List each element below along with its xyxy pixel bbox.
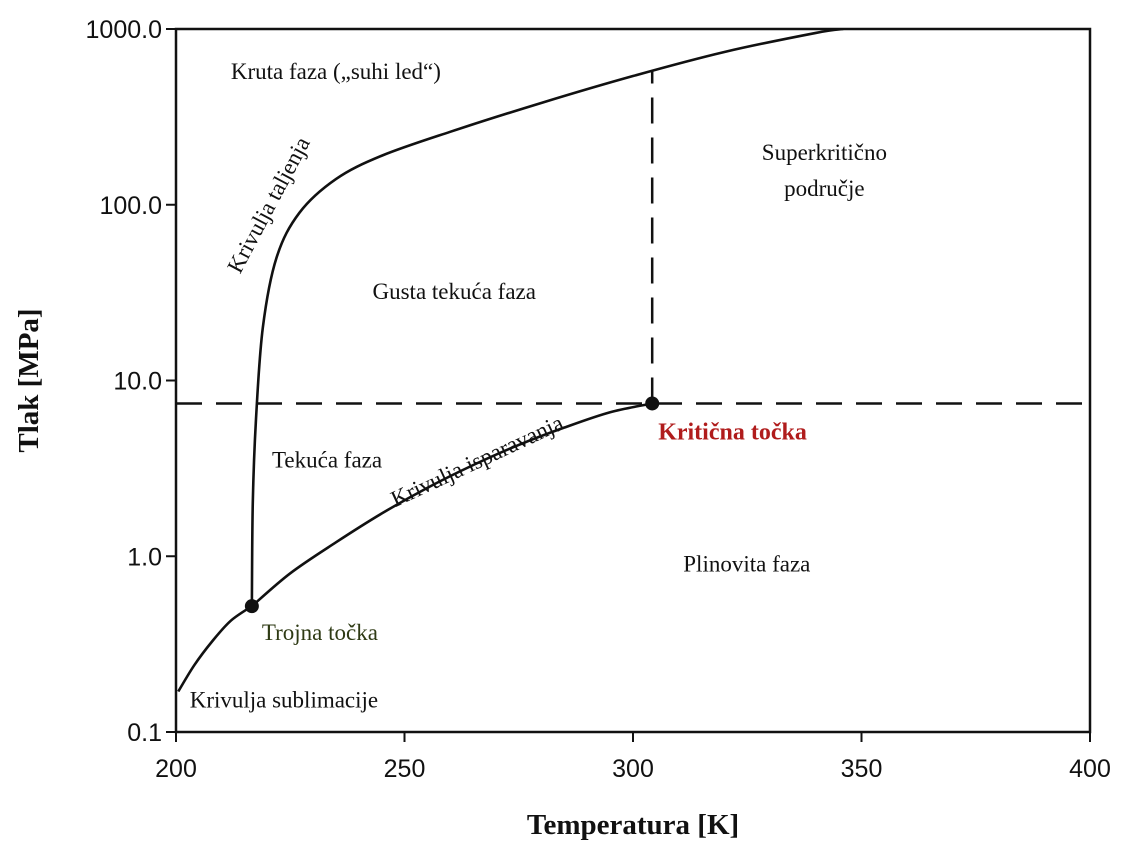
krivulja-sublimacije-line [177, 605, 253, 693]
krivulja-isparavanja-line [251, 402, 653, 608]
krivulja-taljenja-line [250, 29, 844, 607]
region-label: Plinovita faza [683, 551, 810, 576]
y-tick-label: 100.0 [99, 192, 162, 220]
x-tick-label: 400 [1069, 755, 1111, 783]
x-axis-title: Temperatura [K] [527, 809, 739, 841]
critical-point-marker [645, 396, 660, 411]
y-tick-label: 1.0 [127, 543, 162, 571]
y-axis-title: Tlak [MPa] [13, 308, 45, 452]
region-label: Superkritično [762, 140, 887, 165]
region-label: područje [784, 176, 864, 201]
region-label: Tekuća faza [272, 447, 382, 472]
x-tick-label: 250 [384, 755, 426, 783]
y-tick-label: 10.0 [113, 368, 162, 396]
region-label: Krivulja sublimacije [190, 687, 378, 712]
region-label: Gusta tekuća faza [373, 279, 536, 304]
triple-point-marker [244, 599, 259, 614]
x-tick-label: 350 [841, 755, 883, 783]
curve-label: Krivulja isparavanja [387, 410, 567, 512]
x-tick-label: 200 [155, 755, 197, 783]
x-tick-label: 300 [612, 755, 654, 783]
critical-point-label: Kritična točka [658, 419, 807, 445]
y-tick-label: 1000.0 [86, 16, 162, 44]
y-tick-label: 0.1 [127, 719, 162, 747]
region-label: Kruta faza („suhi led“) [231, 59, 441, 84]
triple-point-label: Trojna točka [262, 620, 378, 645]
curve-label: Krivulja taljenja [222, 133, 315, 277]
